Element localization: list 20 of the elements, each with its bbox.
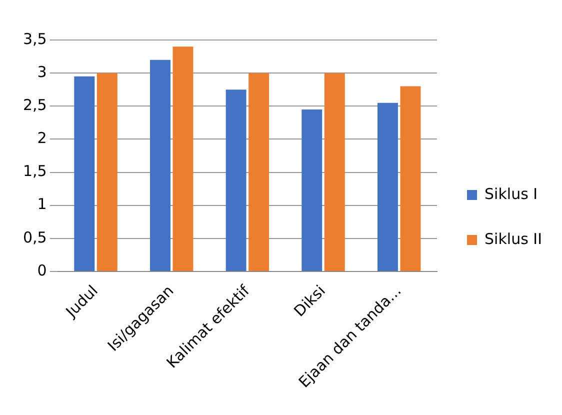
bar xyxy=(172,46,194,271)
y-tick-label: 1 xyxy=(37,195,47,214)
bar xyxy=(96,73,118,271)
y-tick-label: 0 xyxy=(37,261,47,280)
bar xyxy=(248,73,270,271)
bar xyxy=(150,60,170,271)
y-tick-label: 3 xyxy=(37,62,47,81)
bar xyxy=(226,90,246,271)
bar xyxy=(302,109,322,271)
y-tick-label: 1,5 xyxy=(22,162,47,180)
bar xyxy=(324,73,345,271)
y-tick-label: 3,5 xyxy=(22,30,47,48)
bar xyxy=(400,86,421,271)
legend-label: Siklus II xyxy=(484,230,542,248)
bar xyxy=(377,102,398,271)
legend-label: Siklus I xyxy=(484,184,538,203)
y-tick-label: 2,5 xyxy=(22,96,47,114)
y-tick-label: 2 xyxy=(37,129,47,148)
bar xyxy=(74,76,95,271)
y-tick-label: 0,5 xyxy=(22,228,47,246)
